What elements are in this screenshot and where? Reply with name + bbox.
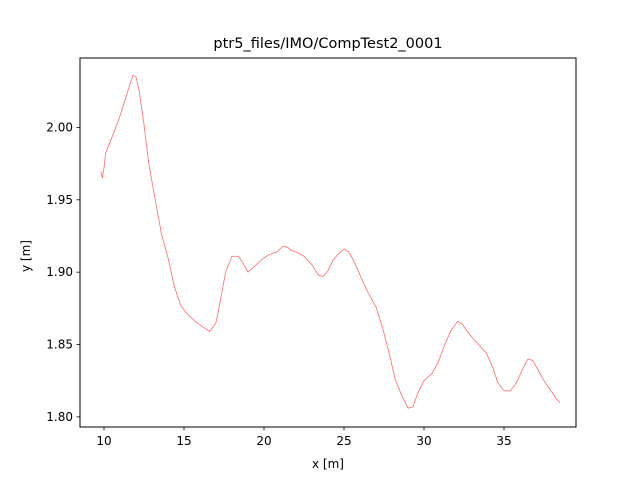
axes-frame <box>79 57 577 428</box>
y-tick-label: 2.00 <box>46 120 73 134</box>
plot-area <box>100 74 561 409</box>
x-tick-label: 25 <box>336 434 351 448</box>
x-tick-label: 35 <box>496 434 511 448</box>
x-tick-label: 20 <box>256 434 271 448</box>
x-tick-label: 30 <box>416 434 431 448</box>
x-axis-title: x [m] <box>312 457 344 471</box>
y-tick-label: 1.90 <box>46 265 73 279</box>
y-axis-title: y [m] <box>19 240 33 272</box>
series-line-0 <box>100 74 561 409</box>
y-tick-label: 1.85 <box>46 338 73 352</box>
x-tick-label: 10 <box>96 434 111 448</box>
y-tick-label: 1.95 <box>46 193 73 207</box>
chart-title: ptr5_files/IMO/CompTest2_0001 <box>213 36 442 52</box>
y-tick-label: 1.80 <box>46 410 73 424</box>
y-axis-ticks: 1.80 1.85 1.90 1.95 2.00 <box>46 120 80 424</box>
x-tick-label: 15 <box>176 434 191 448</box>
x-axis-ticks: 10 15 20 25 30 35 <box>96 427 512 448</box>
